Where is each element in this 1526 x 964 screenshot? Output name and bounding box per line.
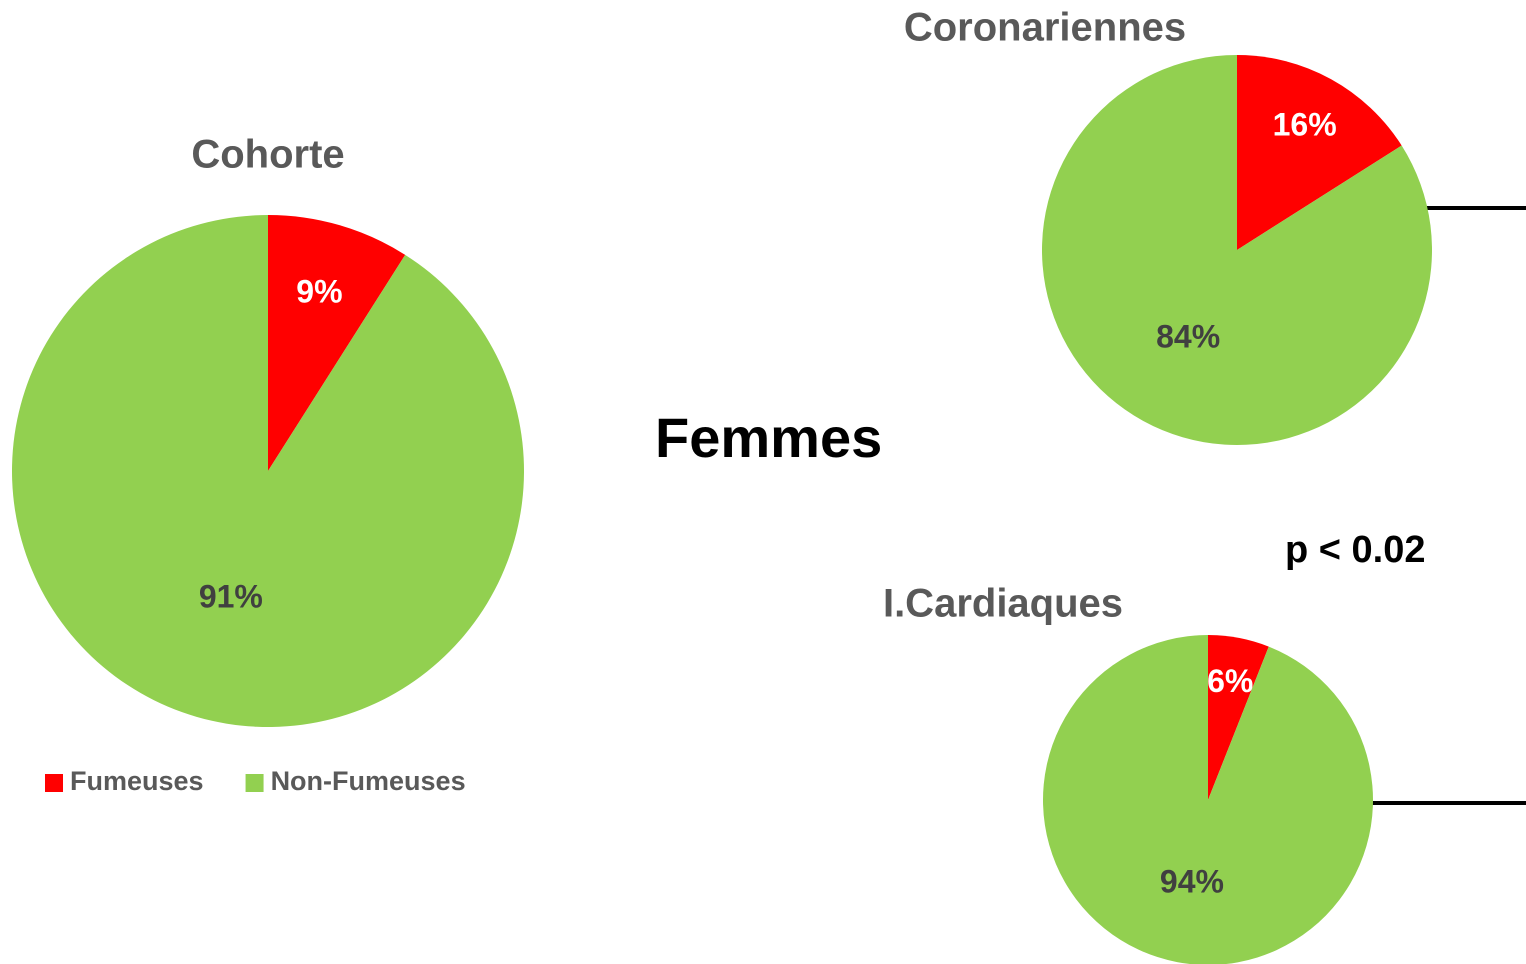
pie-slice [1043, 635, 1373, 964]
chart-title: Cohorte [191, 133, 344, 177]
legend-swatch [45, 774, 63, 792]
data-label: 84% [1156, 318, 1220, 354]
legend-swatch [245, 774, 264, 792]
data-label: 94% [1160, 864, 1224, 900]
data-label: 16% [1273, 106, 1337, 142]
data-label: 9% [296, 273, 342, 309]
pie-slice [1042, 55, 1432, 445]
pie-slice [11, 215, 524, 728]
heading: Femmes [655, 406, 882, 469]
pie-slice [1208, 635, 1269, 800]
chart-title: Coronariennes [904, 6, 1186, 50]
legend-label: Fumeuses [70, 766, 204, 796]
data-label: 91% [199, 578, 263, 614]
pie-slice [268, 215, 406, 471]
data-label: 6% [1207, 663, 1253, 699]
legend-label: Non-Fumeuses [271, 766, 466, 796]
chart-title: I.Cardiaques [883, 582, 1123, 626]
note: p < 0.02 [1285, 529, 1425, 571]
pie-slice [1237, 55, 1402, 250]
